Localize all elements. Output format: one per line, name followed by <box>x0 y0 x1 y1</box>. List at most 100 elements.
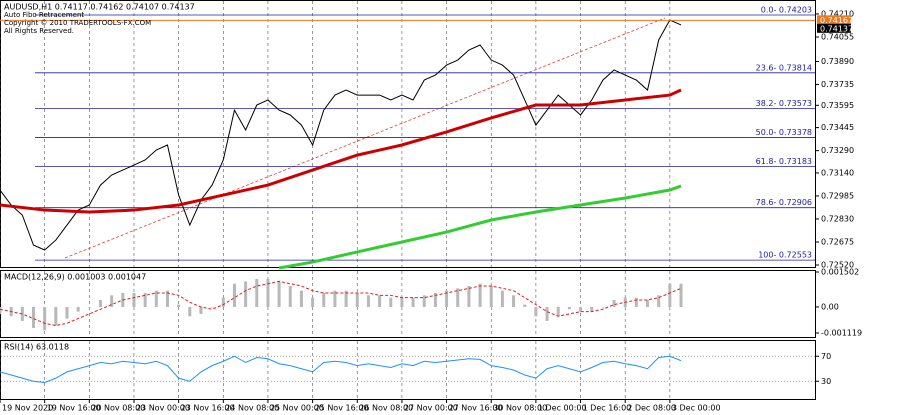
annotation: Copyright © 2010 TRADERTOOLS-FX.COM <box>4 19 151 27</box>
annotation: All Rights Reserved. <box>4 27 74 35</box>
y-tick-label: 0.73140 <box>821 168 854 177</box>
histogram-bar <box>244 281 248 307</box>
series-line <box>0 355 682 384</box>
histogram-bar <box>679 283 683 307</box>
fibo-trend-line <box>64 17 666 259</box>
histogram-bar <box>389 297 393 307</box>
histogram-bar <box>43 306 47 331</box>
y-tick-label: 0.72520 <box>821 261 854 270</box>
series-line <box>278 184 682 270</box>
histogram-bar <box>110 295 114 307</box>
y-tick-label: 0.00 <box>821 302 839 311</box>
histogram-bar <box>556 306 560 317</box>
y-tick-label: 0.72830 <box>821 214 854 223</box>
histogram-bar <box>612 299 616 307</box>
x-tick-label: 19 Nov 16:00 <box>47 404 101 413</box>
x-tick-label: 25 Nov 16:00 <box>315 404 369 413</box>
fib-label: 50.0- 0.73378 <box>756 128 812 137</box>
x-tick-label: 3 Dec 00:00 <box>672 404 721 413</box>
x-tick-label: 25 Nov 00:00 <box>270 404 324 413</box>
histogram-bar <box>366 295 370 307</box>
y-tick-label: 0.73735 <box>821 80 854 89</box>
y-tick-label: 0.73890 <box>821 57 854 66</box>
x-tick-label: 27 Nov 16:00 <box>449 404 503 413</box>
annotation: Auto Fibo Retracement <box>4 11 84 19</box>
histogram-bar <box>87 306 91 308</box>
histogram-bar <box>31 306 35 328</box>
histogram-bar <box>311 297 315 307</box>
x-tick-label: 23 Nov 16:00 <box>181 404 235 413</box>
y-tick-label: 0.72985 <box>821 191 854 200</box>
pane-border <box>0 340 816 400</box>
x-tick-label: 1 Dec 00:00 <box>538 404 587 413</box>
histogram-bar <box>322 292 326 307</box>
histogram-bar <box>299 290 303 307</box>
histogram-bar <box>433 292 437 307</box>
histogram-bar <box>422 295 426 307</box>
x-tick-label: 1 Dec 16:00 <box>583 404 632 413</box>
x-tick-label: 27 Nov 00:00 <box>404 404 458 413</box>
fib-label: 0.0- 0.74203 <box>761 6 812 15</box>
histogram-bar <box>634 297 638 307</box>
histogram-bar <box>411 297 415 307</box>
fib-label: 61.8- 0.73183 <box>756 157 812 166</box>
price-tag <box>817 23 851 33</box>
histogram-bar <box>590 306 594 312</box>
x-tick-label: 30 Nov 08:00 <box>493 404 547 413</box>
histogram-bar <box>646 299 650 307</box>
histogram-bar <box>288 286 292 307</box>
y-tick-label: 70 <box>821 352 831 361</box>
histogram-bar <box>232 283 236 307</box>
histogram-bar <box>0 306 2 314</box>
histogram-bar <box>400 297 404 307</box>
histogram-bar <box>188 306 192 317</box>
histogram-bar <box>467 286 471 307</box>
histogram-bar <box>456 288 460 307</box>
y-tick-label: 0.72675 <box>821 238 854 247</box>
histogram-bar <box>277 281 281 307</box>
price-tag-label: 0.74167 <box>820 16 853 25</box>
histogram-bar <box>154 290 158 307</box>
histogram-bar <box>54 306 58 326</box>
y-tick-label: 0.74210 <box>821 9 854 18</box>
x-tick-label: 26 Nov 08:00 <box>359 404 413 413</box>
series-line <box>0 88 682 214</box>
pane-title: AUDUSD,H1 0.74117 0.74162 0.74107 0.7413… <box>4 3 195 12</box>
pane-border <box>0 270 816 338</box>
histogram-bar <box>132 292 136 307</box>
histogram-bar <box>199 306 203 314</box>
histogram-bar <box>579 306 583 312</box>
series-line <box>0 19 682 251</box>
histogram-bar <box>668 283 672 307</box>
histogram-bar <box>165 290 169 307</box>
y-tick-label: 0.001502 <box>821 268 859 277</box>
histogram-bar <box>221 297 225 307</box>
series-line <box>0 280 682 327</box>
fib-label: 23.6- 0.73814 <box>756 63 812 72</box>
histogram-bar <box>534 306 538 317</box>
y-tick-label: 0.73290 <box>821 146 854 155</box>
histogram-bar <box>143 292 147 307</box>
histogram-bar <box>255 279 259 307</box>
price-tag <box>817 15 851 25</box>
histogram-bar <box>355 292 359 307</box>
pane-title: RSI(14) 63.0118 <box>4 343 69 352</box>
histogram-bar <box>76 306 80 312</box>
histogram-bar <box>445 290 449 307</box>
histogram-bar <box>210 306 214 308</box>
histogram-bar <box>378 295 382 307</box>
fib-label: 100- 0.72553 <box>758 251 812 260</box>
histogram-bar <box>98 299 102 307</box>
x-tick-label: 19 Nov 2020 <box>2 404 53 413</box>
histogram-bar <box>523 304 527 307</box>
fib-label: 78.6- 0.72906 <box>756 198 812 207</box>
histogram-bar <box>500 290 504 307</box>
y-tick-label: 30 <box>821 377 831 386</box>
histogram-bar <box>478 283 482 307</box>
histogram-bar <box>601 306 605 308</box>
histogram-bar <box>512 295 516 307</box>
histogram-bar <box>344 290 348 307</box>
pane-border <box>0 0 816 268</box>
x-tick-label: 24 Nov 08:00 <box>225 404 279 413</box>
